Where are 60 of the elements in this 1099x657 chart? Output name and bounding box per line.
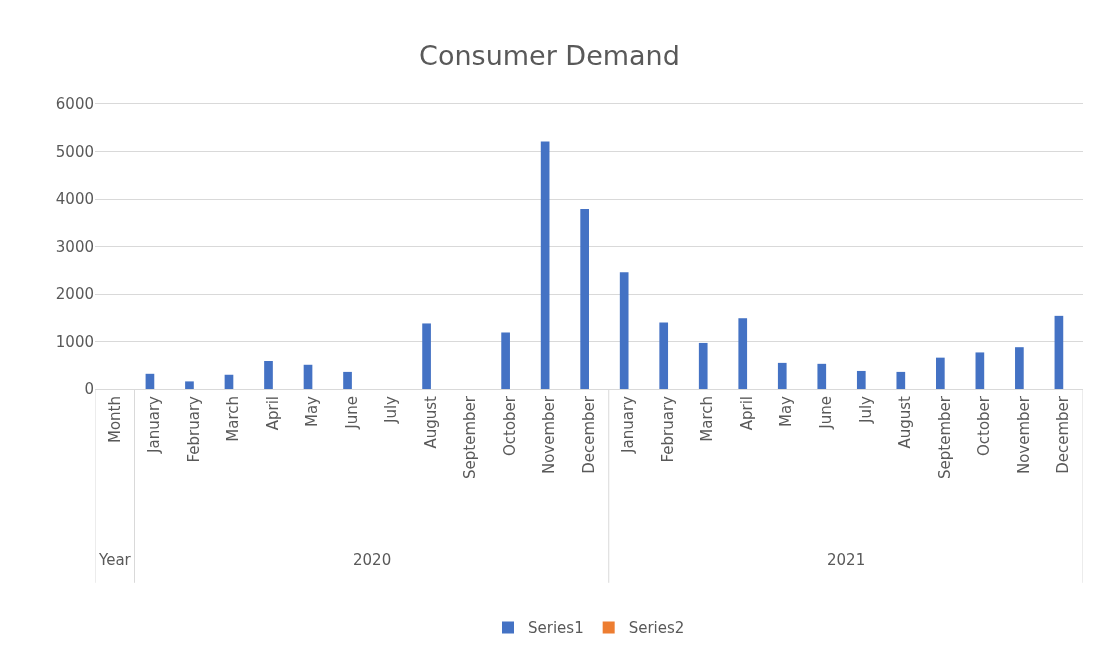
- bar: [935, 357, 945, 389]
- bar: [540, 141, 550, 389]
- text: 2021: [827, 551, 866, 569]
- x-tick-label: August: [896, 395, 915, 449]
- bar: [1054, 315, 1064, 389]
- bar: [856, 370, 866, 389]
- x-tick-label: July: [382, 395, 401, 424]
- x-tick-label: July: [856, 395, 875, 424]
- bar: [975, 352, 985, 389]
- bar: [145, 373, 155, 389]
- bar: [659, 322, 669, 389]
- x-tick-label: October: [500, 395, 519, 457]
- chart-title: Consumer Demand: [419, 39, 680, 71]
- x-tick-label: October: [975, 395, 994, 457]
- y-tick-label: 0: [84, 380, 94, 399]
- x-tick-label: November: [1014, 395, 1033, 475]
- y-tick-label: 5000: [55, 142, 94, 161]
- bar: [817, 363, 827, 389]
- x-tick-label: March: [224, 396, 243, 442]
- x-tick-label: January: [619, 395, 638, 454]
- legend-label: Series2: [628, 619, 685, 638]
- bar: [224, 374, 234, 389]
- bar: [1015, 347, 1024, 389]
- x-tick-label: June: [816, 396, 835, 430]
- x-tick-label: Month: [105, 396, 124, 444]
- text: 2020: [353, 551, 392, 569]
- x-tick-label: January: [145, 395, 164, 454]
- x-tick-label: May: [303, 395, 322, 428]
- y-tick-label: 1000: [55, 332, 94, 351]
- y-tick-label: 4000: [55, 190, 94, 209]
- bar: [580, 208, 589, 389]
- bar: [896, 371, 906, 389]
- bar: [422, 323, 431, 389]
- text: Year: [98, 551, 132, 569]
- bar: [303, 364, 313, 389]
- x-tick-label: September: [935, 395, 954, 479]
- x-tick-label: December: [579, 395, 598, 474]
- x-tick-label: June: [342, 396, 361, 430]
- x-tick-label: March: [698, 396, 717, 442]
- bar: [264, 360, 273, 389]
- bar: [777, 362, 787, 389]
- x-tick-label: April: [263, 396, 282, 431]
- bar: [698, 342, 708, 389]
- bar: [185, 381, 194, 389]
- x-tick-label: February: [658, 395, 677, 463]
- x-tick-label: August: [421, 395, 440, 449]
- y-tick-label: 6000: [55, 95, 94, 114]
- x-tick-label: September: [461, 395, 480, 479]
- bar: [501, 332, 510, 389]
- y-tick-label: 2000: [55, 285, 94, 304]
- x-tick-label: April: [737, 396, 756, 431]
- x-tick-label: December: [1054, 395, 1073, 474]
- legend-label: Series1: [528, 619, 584, 638]
- x-tick-label: February: [184, 395, 203, 463]
- x-tick-label: May: [777, 395, 796, 428]
- bar: [738, 318, 748, 389]
- x-tick-label: November: [540, 395, 559, 475]
- y-tick-label: 3000: [55, 237, 94, 256]
- bar: [619, 272, 629, 389]
- bar: [343, 371, 352, 389]
